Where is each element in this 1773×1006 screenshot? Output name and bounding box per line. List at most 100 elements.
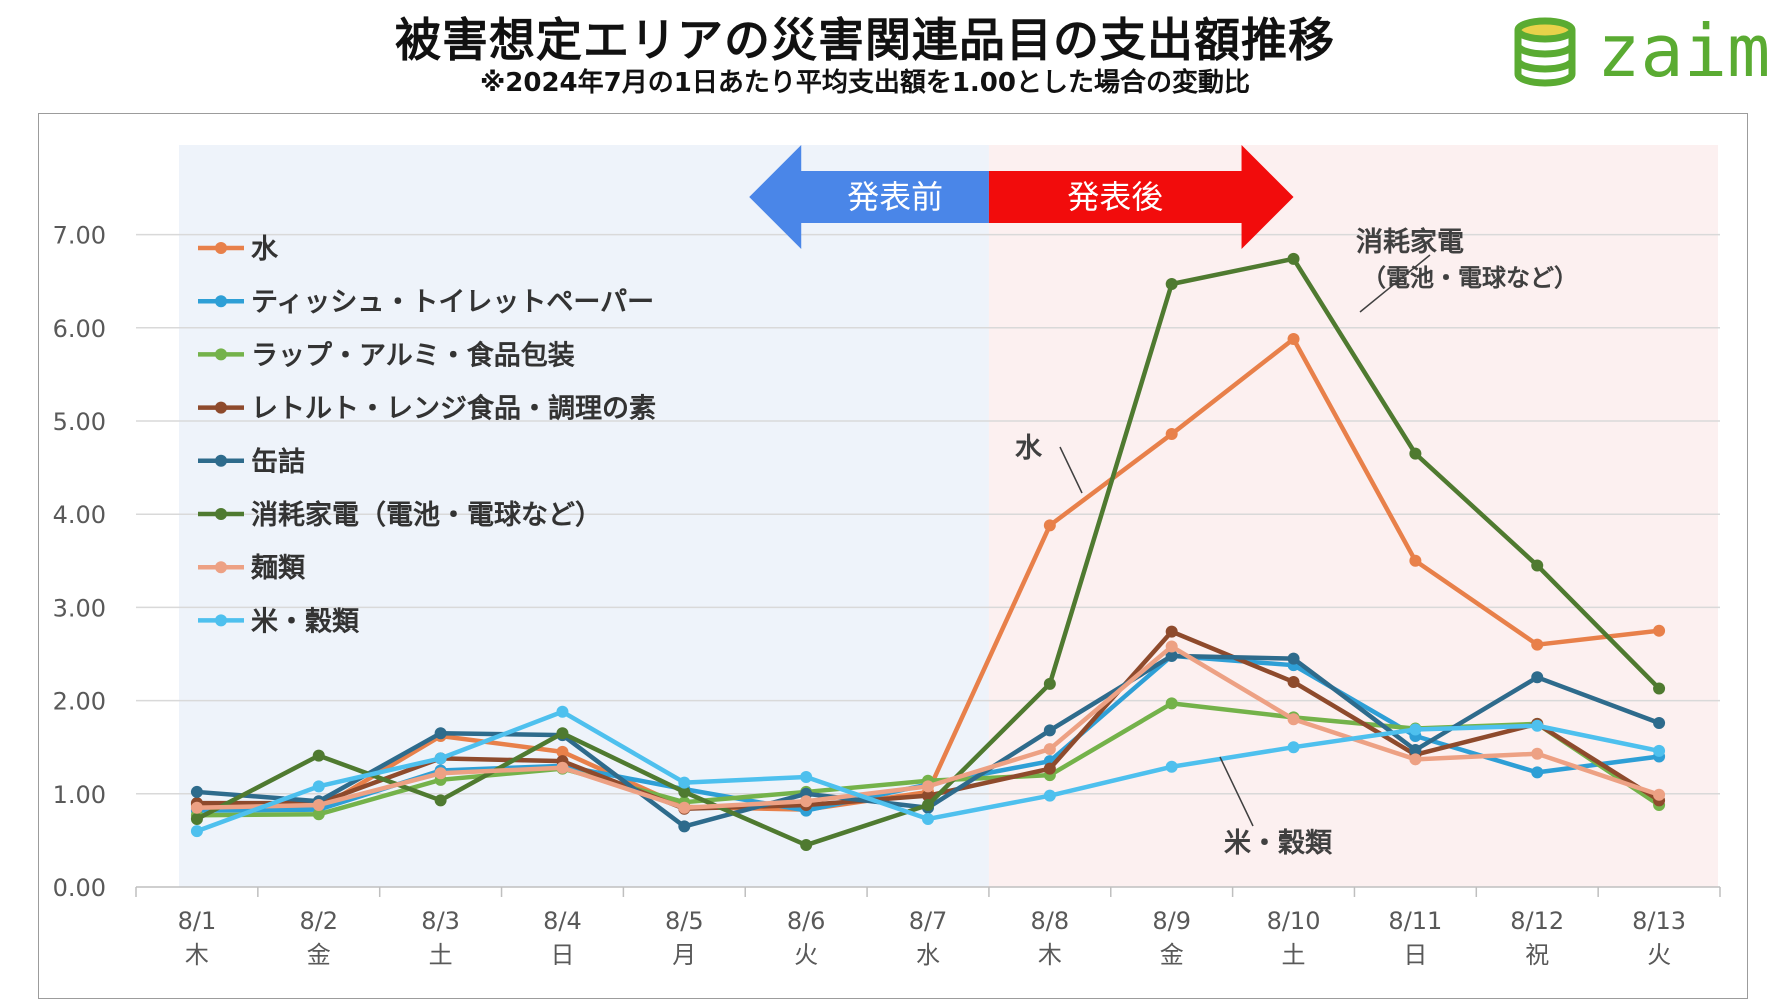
series-7: [190, 705, 1666, 838]
data-point: [678, 776, 691, 789]
x-tick-label: 8/1: [178, 907, 217, 935]
data-point: [312, 808, 325, 821]
x-tick-label: 8/10: [1267, 907, 1321, 935]
legend-swatch-marker: [215, 614, 227, 627]
legend-item: ティッシュ・トイレットペーパー: [198, 287, 654, 318]
x-weekday-label: 日: [550, 941, 574, 969]
chart-title: 被害想定エリアの災害関連品目の支出額推移: [395, 13, 1335, 67]
legend-swatch-marker: [215, 401, 227, 414]
data-point: [1409, 554, 1422, 567]
series-6: [190, 640, 1666, 814]
annotation-mizu: 水: [1015, 433, 1043, 464]
legend-item: 水: [198, 234, 279, 265]
legend-swatch-marker: [215, 295, 227, 308]
data-point: [434, 727, 447, 740]
data-point: [1165, 277, 1178, 290]
x-tick-label: 8/13: [1632, 907, 1686, 935]
legend-item: ラップ・アルミ・食品包装: [198, 339, 575, 371]
legend-swatch-marker: [215, 561, 227, 574]
data-point: [1043, 724, 1056, 737]
data-point: [1531, 559, 1544, 572]
legend: 水ティッシュ・トイレットペーパーラップ・アルミ・食品包装レトルト・レンジ食品・調…: [198, 234, 656, 637]
legend-swatch-marker: [215, 454, 227, 467]
legend-label: レトルト・レンジ食品・調理の素: [251, 393, 656, 425]
data-point: [800, 839, 813, 852]
legend-swatch-marker: [215, 508, 227, 520]
legend-label: ティッシュ・トイレットペーパー: [251, 287, 654, 318]
x-tick-label: 8/2: [299, 907, 338, 935]
x-weekday-label: 土: [1282, 941, 1306, 969]
legend-item: レトルト・レンジ食品・調理の素: [198, 393, 656, 425]
data-point: [190, 785, 203, 798]
data-point: [1653, 788, 1666, 801]
annotation-kome: 米・穀類: [1224, 828, 1333, 859]
data-point: [1165, 428, 1178, 441]
data-point: [190, 825, 203, 838]
data-point: [1165, 697, 1178, 710]
y-tick-label: 7.00: [53, 222, 106, 250]
data-point: [1165, 649, 1178, 662]
y-tick-label: 4.00: [53, 501, 106, 529]
after-label: 発表後: [1067, 178, 1163, 216]
data-point: [1043, 789, 1056, 802]
data-point: [1287, 675, 1300, 688]
data-point: [1165, 760, 1178, 773]
annotations: 消耗家電 （電池・電球など） 水 米・穀類: [1015, 226, 1578, 859]
x-weekday-label: 日: [1403, 941, 1427, 969]
data-point: [800, 795, 813, 808]
x-tick-label: 8/4: [543, 907, 582, 935]
data-point: [1531, 747, 1544, 760]
data-point: [1043, 743, 1056, 756]
data-point: [1653, 682, 1666, 695]
chart-frame: [38, 113, 1748, 999]
data-point: [922, 812, 934, 825]
data-point: [434, 794, 447, 807]
logo-text: zaim: [1597, 14, 1767, 93]
data-point: [556, 727, 569, 740]
y-tick-label: 0.00: [53, 874, 106, 902]
x-weekday-label: 月: [672, 941, 696, 969]
legend-swatch-marker: [215, 348, 227, 361]
data-point: [1287, 652, 1300, 665]
data-point: [1409, 743, 1422, 756]
annotation-denki-sub: （電池・電球など）: [1362, 264, 1578, 292]
x-weekday-label: 金: [1160, 941, 1184, 969]
chart-subtitle: ※2024年7月の1日あたり平均支出額を1.00とした場合の変動比: [480, 68, 1250, 98]
data-point: [312, 749, 325, 762]
x-weekday-label: 土: [429, 941, 453, 969]
data-point: [922, 789, 934, 802]
y-tick-label: 6.00: [53, 315, 106, 343]
data-point: [312, 798, 325, 811]
legend-label: 水: [251, 234, 279, 265]
y-tick-label: 2.00: [53, 688, 106, 716]
data-point: [1043, 677, 1056, 690]
x-tick-label: 8/11: [1388, 907, 1442, 935]
data-point: [434, 752, 447, 765]
data-point: [1653, 624, 1666, 637]
x-weekday-label: 火: [1647, 941, 1671, 969]
x-tick-label: 8/5: [665, 907, 704, 935]
zaim-logo: zaim: [1514, 14, 1767, 93]
data-point: [1653, 716, 1666, 729]
x-tick-label: 8/3: [421, 907, 460, 935]
data-point: [190, 801, 203, 814]
after-arrow: [988, 145, 1294, 249]
data-point: [556, 745, 569, 758]
x-weekday-label: 水: [916, 941, 940, 969]
gridlines: [136, 233, 1720, 888]
x-tick-label: 8/6: [787, 907, 826, 935]
data-point: [678, 801, 691, 814]
mizu-leader-line: [1059, 446, 1083, 494]
data-point: [1287, 741, 1300, 754]
data-point: [1409, 447, 1422, 460]
data-point: [556, 705, 569, 718]
data-point: [1409, 723, 1422, 736]
phase-arrows: 発表前 発表後: [749, 145, 1294, 249]
legend-item: 麺類: [198, 553, 306, 584]
annotation-denki: 消耗家電: [1356, 226, 1464, 258]
data-point: [678, 820, 691, 833]
y-tick-label: 5.00: [53, 408, 106, 436]
data-point: [1287, 332, 1300, 345]
data-point: [434, 767, 447, 780]
